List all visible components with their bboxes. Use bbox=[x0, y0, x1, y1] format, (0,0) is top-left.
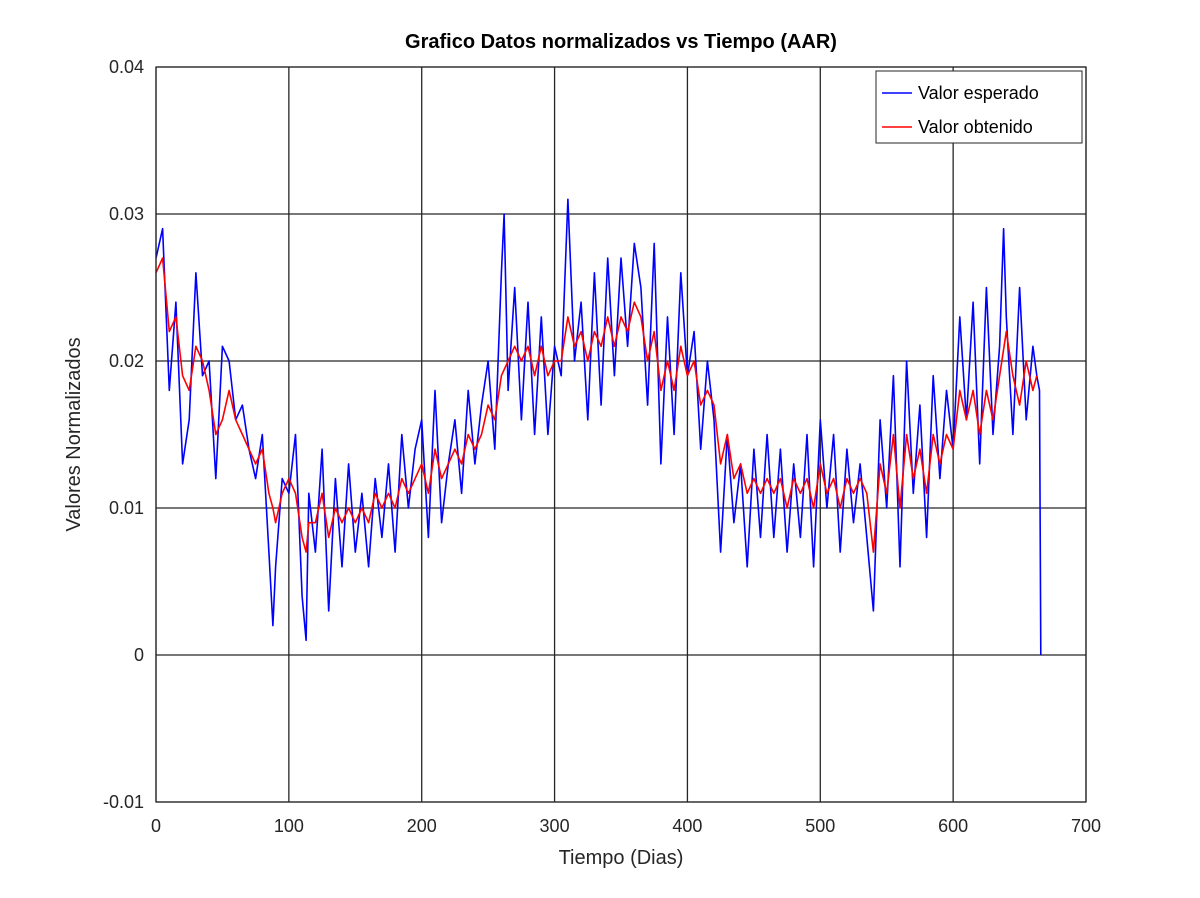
x-axis-label: Tiempo (Dias) bbox=[559, 847, 684, 869]
x-tick-label: 500 bbox=[805, 816, 835, 836]
x-tick-label: 0 bbox=[151, 816, 161, 836]
series-line-valor-obtenido bbox=[156, 257, 1038, 553]
y-axis-label: Valores Normalizados bbox=[63, 337, 85, 531]
x-tick-label: 600 bbox=[938, 816, 968, 836]
legend-entry-valor-obtenido: Valor obtenido bbox=[918, 117, 1033, 137]
legend-entry-valor-esperado: Valor esperado bbox=[918, 83, 1039, 103]
legend-box bbox=[875, 70, 1083, 144]
x-tick-label: 400 bbox=[672, 816, 702, 836]
x-tick-label: 100 bbox=[274, 816, 304, 836]
y-tick-label: -0.01 bbox=[103, 792, 144, 812]
x-tick-label: 700 bbox=[1071, 816, 1101, 836]
plot-area bbox=[156, 198, 1042, 656]
legend: Valor esperado Valor obtenido bbox=[875, 70, 1083, 144]
y-tick-label: 0.04 bbox=[109, 57, 144, 77]
y-tick-label: 0 bbox=[134, 645, 144, 665]
x-tick-label: 300 bbox=[540, 816, 570, 836]
chart-title: Grafico Datos normalizados vs Tiempo (AA… bbox=[405, 31, 837, 53]
y-tick-label: 0.02 bbox=[109, 351, 144, 371]
y-tick-label: 0.03 bbox=[109, 204, 144, 224]
x-tick-label: 200 bbox=[407, 816, 437, 836]
ticks: 0 100 200 300 400 500 600 700 -0.01 0 0.01 0.02 0.03… bbox=[103, 57, 1101, 836]
axes-frame bbox=[155, 66, 1087, 803]
y-tick-label: 0.01 bbox=[109, 498, 144, 518]
